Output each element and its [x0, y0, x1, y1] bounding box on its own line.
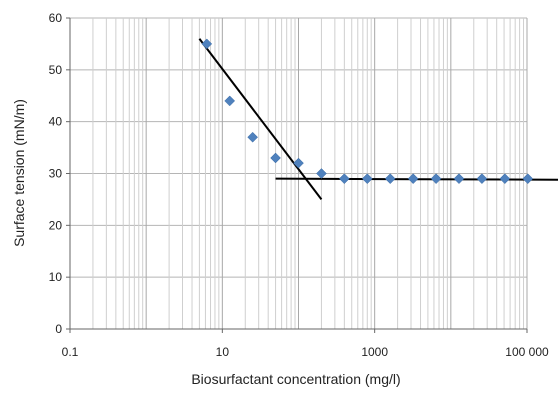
- y-tick-label: 20: [49, 218, 63, 232]
- x-axis-title: Biosurfactant concentration (mg/l): [191, 371, 400, 387]
- x-tick-label: 1000: [361, 345, 388, 359]
- data-point: [384, 173, 396, 185]
- data-point: [316, 168, 327, 179]
- data-point: [499, 173, 511, 185]
- y-axis-title: Surface tension (mN/m): [11, 99, 27, 247]
- y-tick-label: 30: [49, 167, 63, 181]
- y-tick-label: 60: [49, 11, 63, 25]
- trend-lines: [198, 38, 558, 201]
- data-point: [522, 173, 534, 185]
- data-point: [361, 173, 373, 185]
- y-tick-label: 50: [49, 63, 63, 77]
- y-tick-label: 0: [55, 322, 62, 336]
- grid: [70, 17, 528, 329]
- x-tick-label: 0.1: [62, 345, 79, 359]
- data-point: [407, 173, 419, 185]
- y-tick-label: 40: [49, 115, 63, 129]
- trend-line: [275, 177, 558, 181]
- y-tick-labels: 0 10 20 30 40 50 60: [49, 11, 63, 336]
- data-point: [453, 173, 465, 185]
- axes: [66, 17, 528, 333]
- data-point: [247, 131, 258, 143]
- trend-line: [198, 38, 323, 201]
- data-point: [476, 173, 488, 185]
- data-point: [201, 38, 213, 50]
- data-point: [339, 173, 350, 185]
- data-point: [224, 95, 236, 107]
- x-tick-labels: 0.1 10 1000 100 000: [62, 345, 549, 359]
- data-point: [270, 152, 281, 164]
- x-tick-label: 10: [216, 345, 230, 359]
- data-point: [293, 157, 304, 169]
- data-points: [201, 38, 534, 185]
- data-point: [430, 173, 442, 185]
- x-tick-label: 100 000: [505, 345, 549, 359]
- y-tick-label: 10: [49, 270, 63, 284]
